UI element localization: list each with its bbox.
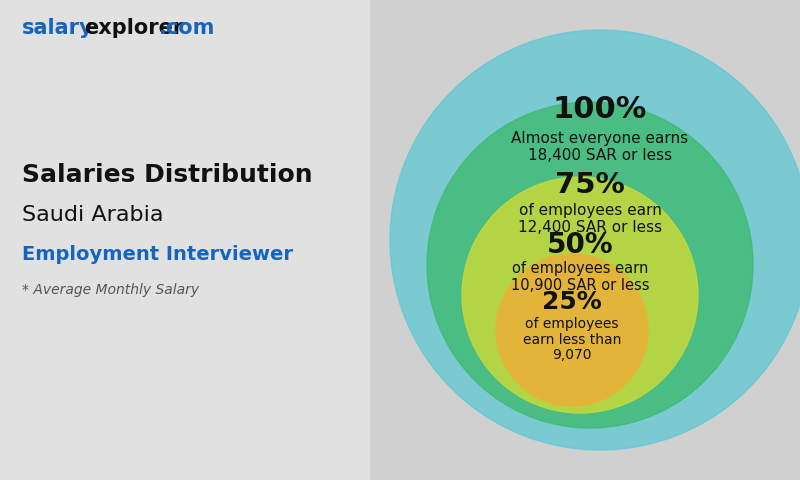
Ellipse shape — [427, 102, 753, 428]
Text: earn less than: earn less than — [523, 333, 621, 347]
Text: 10,900 SAR or less: 10,900 SAR or less — [510, 277, 650, 292]
Text: salary: salary — [22, 18, 94, 38]
Text: of employees: of employees — [526, 317, 618, 331]
Text: 18,400 SAR or less: 18,400 SAR or less — [528, 148, 672, 164]
Text: Salaries Distribution: Salaries Distribution — [22, 163, 313, 187]
Text: 50%: 50% — [546, 231, 614, 259]
Ellipse shape — [390, 30, 800, 450]
Text: 25%: 25% — [542, 290, 602, 314]
Ellipse shape — [462, 177, 698, 413]
Text: Saudi Arabia: Saudi Arabia — [22, 205, 163, 225]
Text: 75%: 75% — [555, 171, 625, 199]
Text: .com: .com — [159, 18, 215, 38]
Text: * Average Monthly Salary: * Average Monthly Salary — [22, 283, 199, 297]
Text: 9,070: 9,070 — [552, 348, 592, 362]
Text: 100%: 100% — [553, 96, 647, 124]
Text: of employees earn: of employees earn — [512, 262, 648, 276]
Text: Almost everyone earns: Almost everyone earns — [511, 131, 689, 145]
Text: Employment Interviewer: Employment Interviewer — [22, 245, 293, 264]
Text: of employees earn: of employees earn — [518, 204, 662, 218]
Ellipse shape — [496, 254, 648, 406]
Bar — [0, 0, 370, 480]
Text: 12,400 SAR or less: 12,400 SAR or less — [518, 220, 662, 236]
Text: explorer: explorer — [84, 18, 183, 38]
